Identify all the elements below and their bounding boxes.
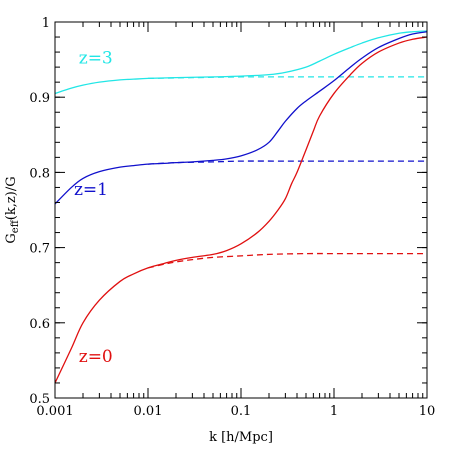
series-label-z-eq-1: z=1 — [74, 180, 108, 200]
tick-layer: 0.001 0.01 0.1 1 10 0.5 0.6 0.7 0.8 0.9 1 — [29, 16, 435, 419]
y-tick-label: 1 — [42, 16, 50, 31]
series-line-z-3 — [54, 30, 428, 95]
series-line-z-1 — [54, 31, 428, 205]
series-label-z-eq-0: z=0 — [79, 347, 113, 367]
x-tick-label: 10 — [419, 404, 436, 419]
series-label-z-eq-3: z=3 — [79, 48, 113, 68]
y-tick-label: 0.8 — [29, 166, 50, 181]
x-tick-label: 0.01 — [134, 404, 163, 419]
x-tick-label: 0.1 — [231, 404, 252, 419]
y-tick-label: 0.5 — [29, 392, 50, 407]
y-axis-label-main: G — [4, 233, 19, 243]
x-tick-label: 1 — [330, 404, 338, 419]
series-line-z-3-dashed — [147, 76, 427, 80]
y-axis-label-tail: (k,z)/G — [4, 176, 19, 220]
y-axis-label: Geff(k,z)/G — [4, 176, 21, 243]
series-line-z-1-dashed — [147, 160, 427, 165]
plot-frame — [54, 21, 428, 399]
annotation-layer: z=3 z=1 z=0 — [74, 48, 113, 367]
x-tick-label: 0.001 — [36, 404, 73, 419]
x-axis-label: k [h/Mpc] — [209, 430, 273, 445]
y-tick-label: 0.7 — [29, 242, 50, 257]
series-line-z-0 — [54, 36, 428, 384]
series-line-z-0-dashed — [147, 252, 427, 269]
y-tick-label: 0.6 — [29, 317, 50, 332]
y-axis-label-subscript: eff — [10, 219, 21, 233]
series-layer — [54, 30, 428, 384]
y-tick-label: 0.9 — [29, 91, 50, 106]
